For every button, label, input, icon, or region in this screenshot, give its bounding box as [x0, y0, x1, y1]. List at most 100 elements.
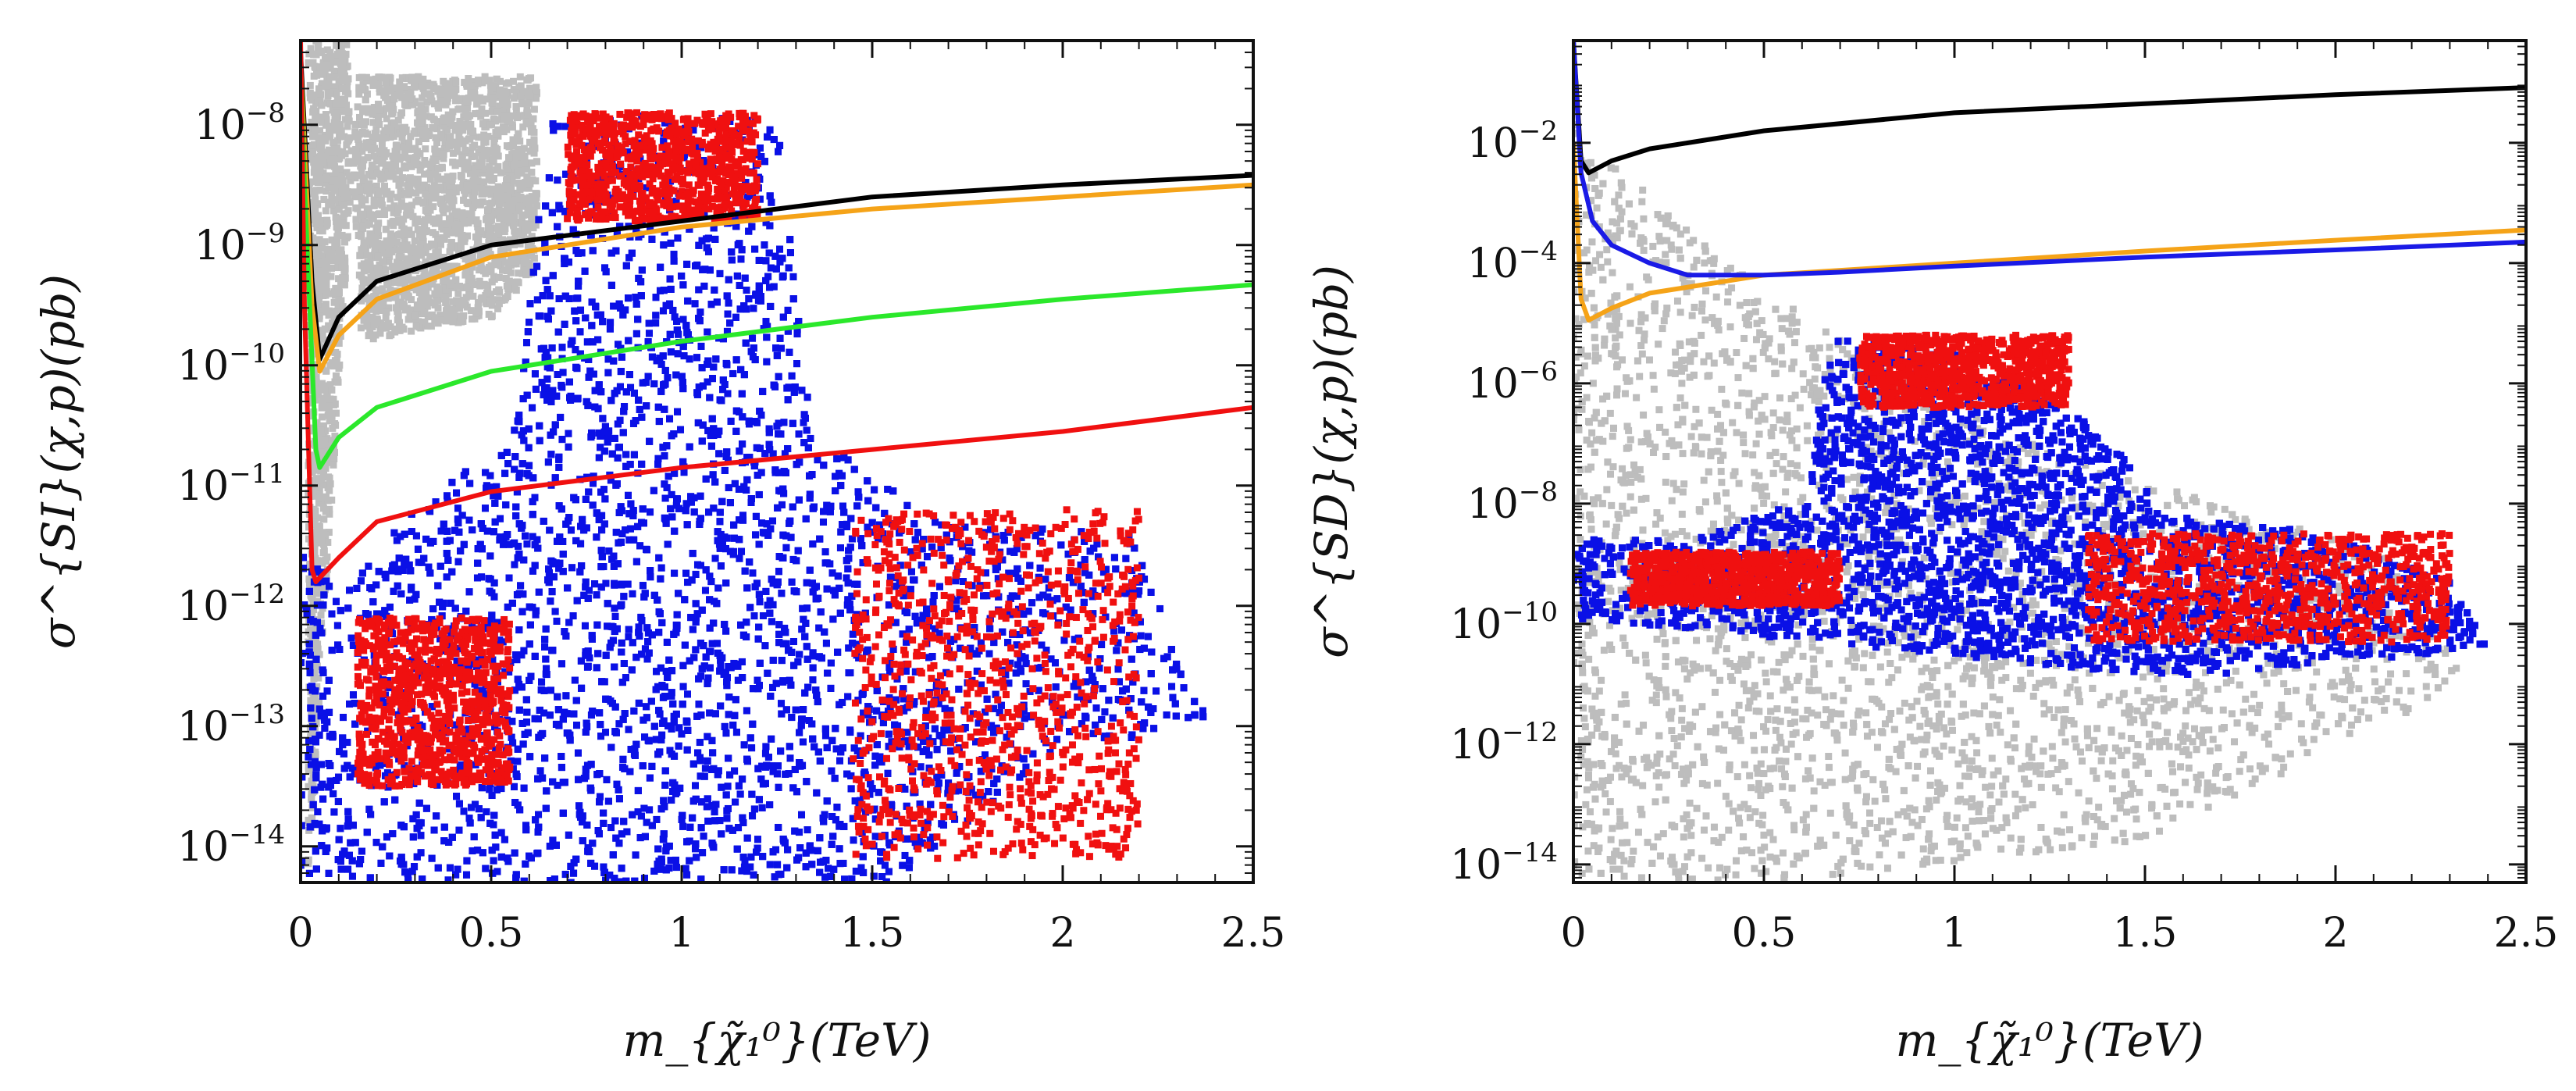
scatter-point — [451, 127, 459, 134]
scatter-point — [328, 236, 336, 244]
scatter-point — [378, 201, 386, 209]
scatter-point — [469, 181, 476, 189]
scatter-point — [389, 99, 397, 107]
scatter-point — [319, 449, 327, 457]
scatter-point — [408, 162, 415, 170]
scatter-point — [469, 82, 477, 90]
scatter-point — [344, 62, 351, 70]
scatter-point — [499, 244, 507, 252]
scatter-point — [377, 244, 385, 251]
scatter-point — [312, 376, 319, 384]
scatter-point — [469, 316, 476, 323]
scatter-point — [358, 73, 366, 81]
scatter-point — [354, 103, 362, 111]
scatter-point — [526, 92, 534, 100]
scatter-point — [356, 120, 364, 128]
scatter-point — [513, 134, 521, 141]
scatter-point — [483, 248, 490, 255]
scatter-point — [310, 506, 318, 514]
scatter-point — [472, 234, 479, 241]
scatter-point — [325, 246, 333, 254]
scatter-point — [499, 95, 507, 103]
scatter-point — [489, 99, 497, 107]
scatter-point — [319, 549, 327, 557]
scatter-point — [372, 126, 380, 134]
scatter-point — [369, 183, 377, 191]
scatter-point — [370, 144, 378, 152]
scatter-point — [413, 148, 421, 155]
scatter-point — [411, 237, 419, 245]
scatter-point — [305, 783, 312, 790]
scatter-point — [524, 241, 532, 249]
scatter-point — [486, 169, 494, 177]
scatter-point — [525, 113, 533, 121]
scatter-point — [379, 258, 387, 266]
scatter-point — [319, 227, 326, 235]
scatter-point — [528, 159, 536, 167]
scatter-point — [393, 266, 401, 274]
scatter-point — [426, 175, 434, 183]
scatter-point — [316, 65, 324, 73]
scatter-point — [471, 152, 479, 160]
scatter-point — [526, 262, 533, 270]
scatter-point — [369, 173, 377, 180]
scatter-point — [422, 289, 430, 297]
scatter-point — [504, 284, 512, 292]
scatter-point — [372, 109, 380, 116]
scatter-point — [419, 94, 426, 102]
scatter-point — [430, 189, 438, 197]
scatter-point — [514, 278, 522, 286]
scatter-point — [505, 154, 513, 162]
scatter-point — [314, 640, 322, 648]
scatter-point — [456, 136, 464, 144]
scatter-point — [352, 223, 360, 230]
scatter-point — [326, 480, 334, 488]
panel-left: 0 0.5 1 1.5 2 2.510−810−910−1010−1110−1210−13… — [32, 39, 1285, 1067]
scatter-point — [433, 269, 440, 276]
scatter-point — [333, 233, 341, 241]
scatter-point — [328, 191, 336, 199]
scatter-point — [490, 275, 498, 283]
scatter-point — [423, 302, 431, 310]
scatter-point — [358, 233, 365, 241]
scatter-point — [417, 298, 425, 305]
scatter-point — [365, 189, 373, 197]
scatter-point — [433, 139, 440, 147]
scatter-point — [416, 274, 424, 282]
scatter-point — [370, 152, 378, 160]
scatter-point — [315, 698, 322, 706]
scatter-point — [387, 230, 394, 238]
scatter-point — [454, 148, 461, 155]
scatter-point — [522, 271, 530, 279]
scatter-point — [452, 78, 460, 86]
scatter-point — [414, 181, 422, 189]
scatter-point — [379, 110, 387, 118]
scatter-point — [326, 381, 334, 389]
scatter-point — [360, 316, 368, 324]
scatter-point — [521, 266, 529, 274]
scatter-point — [365, 171, 373, 179]
scatter-point — [305, 856, 312, 864]
scatter-point — [334, 227, 342, 235]
scatter-point — [515, 269, 522, 277]
scatter-point — [495, 286, 503, 294]
scatter-point — [358, 284, 366, 292]
scatter-point — [371, 244, 379, 252]
scatter-point — [321, 436, 329, 444]
scatter-point — [373, 169, 381, 177]
scatter-point — [429, 203, 437, 211]
scatter-point — [511, 258, 518, 266]
scatter-point — [474, 184, 482, 192]
scatter-point — [322, 265, 330, 273]
scatter-point — [493, 166, 501, 174]
scatter-point — [376, 326, 384, 334]
scatter-point — [319, 499, 327, 507]
scatter-point — [362, 73, 370, 81]
scatter-point — [384, 280, 392, 287]
scatter-point — [440, 150, 447, 158]
scatter-point — [512, 287, 520, 294]
scatter-point — [508, 204, 516, 212]
scatter-point — [434, 248, 442, 255]
scatter-point — [310, 105, 318, 112]
scatter-point — [440, 285, 447, 293]
